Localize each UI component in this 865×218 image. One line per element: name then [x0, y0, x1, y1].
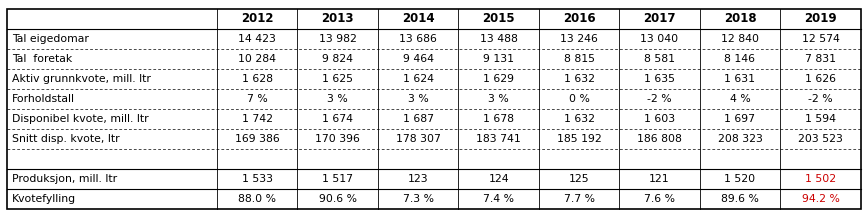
Text: 9 824: 9 824	[322, 54, 353, 64]
Text: 13 982: 13 982	[319, 34, 356, 44]
Text: 169 386: 169 386	[235, 134, 279, 144]
Text: 1 628: 1 628	[241, 74, 272, 84]
Text: 1 629: 1 629	[484, 74, 514, 84]
Text: 1 520: 1 520	[724, 174, 755, 184]
Text: 2016: 2016	[563, 12, 595, 25]
Text: 1 697: 1 697	[725, 114, 755, 124]
Text: 1 631: 1 631	[725, 74, 755, 84]
Text: 2014: 2014	[402, 12, 434, 25]
Text: 14 423: 14 423	[239, 34, 276, 44]
Text: Produksjon, mill. ltr: Produksjon, mill. ltr	[12, 174, 118, 184]
Text: 94.2 %: 94.2 %	[802, 194, 839, 204]
Text: 4 %: 4 %	[729, 94, 750, 104]
Text: -2 %: -2 %	[647, 94, 672, 104]
Text: 13 488: 13 488	[480, 34, 517, 44]
Text: 1 632: 1 632	[564, 114, 594, 124]
Text: 170 396: 170 396	[315, 134, 360, 144]
Text: 124: 124	[489, 174, 509, 184]
Text: 178 307: 178 307	[395, 134, 440, 144]
Text: -2 %: -2 %	[808, 94, 833, 104]
Text: 12 840: 12 840	[721, 34, 759, 44]
Text: Aktiv grunnkvote, mill. ltr: Aktiv grunnkvote, mill. ltr	[12, 74, 151, 84]
Text: 89.6 %: 89.6 %	[721, 194, 759, 204]
Text: 7.7 %: 7.7 %	[564, 194, 594, 204]
Text: 13 246: 13 246	[561, 34, 598, 44]
Text: 203 523: 203 523	[798, 134, 843, 144]
Text: 1 674: 1 674	[322, 114, 353, 124]
Text: Tal eigedomar: Tal eigedomar	[12, 34, 89, 44]
Text: Snitt disp. kvote, ltr: Snitt disp. kvote, ltr	[12, 134, 119, 144]
Text: 1 678: 1 678	[484, 114, 514, 124]
Text: 3 %: 3 %	[407, 94, 428, 104]
Text: 13 686: 13 686	[400, 34, 437, 44]
Text: 7.4 %: 7.4 %	[484, 194, 514, 204]
Text: 10 284: 10 284	[238, 54, 276, 64]
Text: 3 %: 3 %	[488, 94, 509, 104]
Text: 12 574: 12 574	[802, 34, 839, 44]
Text: 125: 125	[569, 174, 589, 184]
Text: 121: 121	[650, 174, 670, 184]
Text: 185 192: 185 192	[557, 134, 601, 144]
Text: 9 464: 9 464	[403, 54, 433, 64]
Text: 90.6 %: 90.6 %	[318, 194, 356, 204]
Text: 2013: 2013	[322, 12, 354, 25]
Text: 13 040: 13 040	[640, 34, 679, 44]
Text: 2017: 2017	[644, 12, 676, 25]
Text: 2019: 2019	[804, 12, 836, 25]
Text: 1 626: 1 626	[805, 74, 836, 84]
Text: 9 131: 9 131	[484, 54, 514, 64]
Text: 7 %: 7 %	[247, 94, 267, 104]
Text: 7.6 %: 7.6 %	[644, 194, 675, 204]
Text: 8 581: 8 581	[644, 54, 675, 64]
Text: 3 %: 3 %	[327, 94, 348, 104]
Text: 1 624: 1 624	[403, 74, 433, 84]
Text: 2012: 2012	[241, 12, 273, 25]
Text: 1 635: 1 635	[644, 74, 675, 84]
Text: 8 815: 8 815	[564, 54, 594, 64]
Text: 208 323: 208 323	[718, 134, 762, 144]
Text: 2018: 2018	[724, 12, 756, 25]
Text: 1 603: 1 603	[644, 114, 675, 124]
Text: Forholdstall: Forholdstall	[12, 94, 75, 104]
Text: 1 687: 1 687	[403, 114, 433, 124]
Text: 7 831: 7 831	[805, 54, 836, 64]
Text: 1 625: 1 625	[322, 74, 353, 84]
Text: 1 742: 1 742	[241, 114, 272, 124]
Text: Disponibel kvote, mill. ltr: Disponibel kvote, mill. ltr	[12, 114, 149, 124]
Text: Kvotefylling: Kvotefylling	[12, 194, 76, 204]
Text: 1 632: 1 632	[564, 74, 594, 84]
Text: 2015: 2015	[483, 12, 515, 25]
Text: 183 741: 183 741	[477, 134, 521, 144]
Text: 0 %: 0 %	[568, 94, 590, 104]
Text: 1 502: 1 502	[805, 174, 836, 184]
Text: 186 808: 186 808	[638, 134, 682, 144]
Text: 1 517: 1 517	[322, 174, 353, 184]
Text: 123: 123	[408, 174, 428, 184]
Text: 88.0 %: 88.0 %	[238, 194, 276, 204]
Text: 1 533: 1 533	[241, 174, 272, 184]
Text: 7.3 %: 7.3 %	[403, 194, 433, 204]
Text: 8 146: 8 146	[725, 54, 755, 64]
Text: 1 594: 1 594	[805, 114, 836, 124]
Text: Tal  foretak: Tal foretak	[12, 54, 73, 64]
